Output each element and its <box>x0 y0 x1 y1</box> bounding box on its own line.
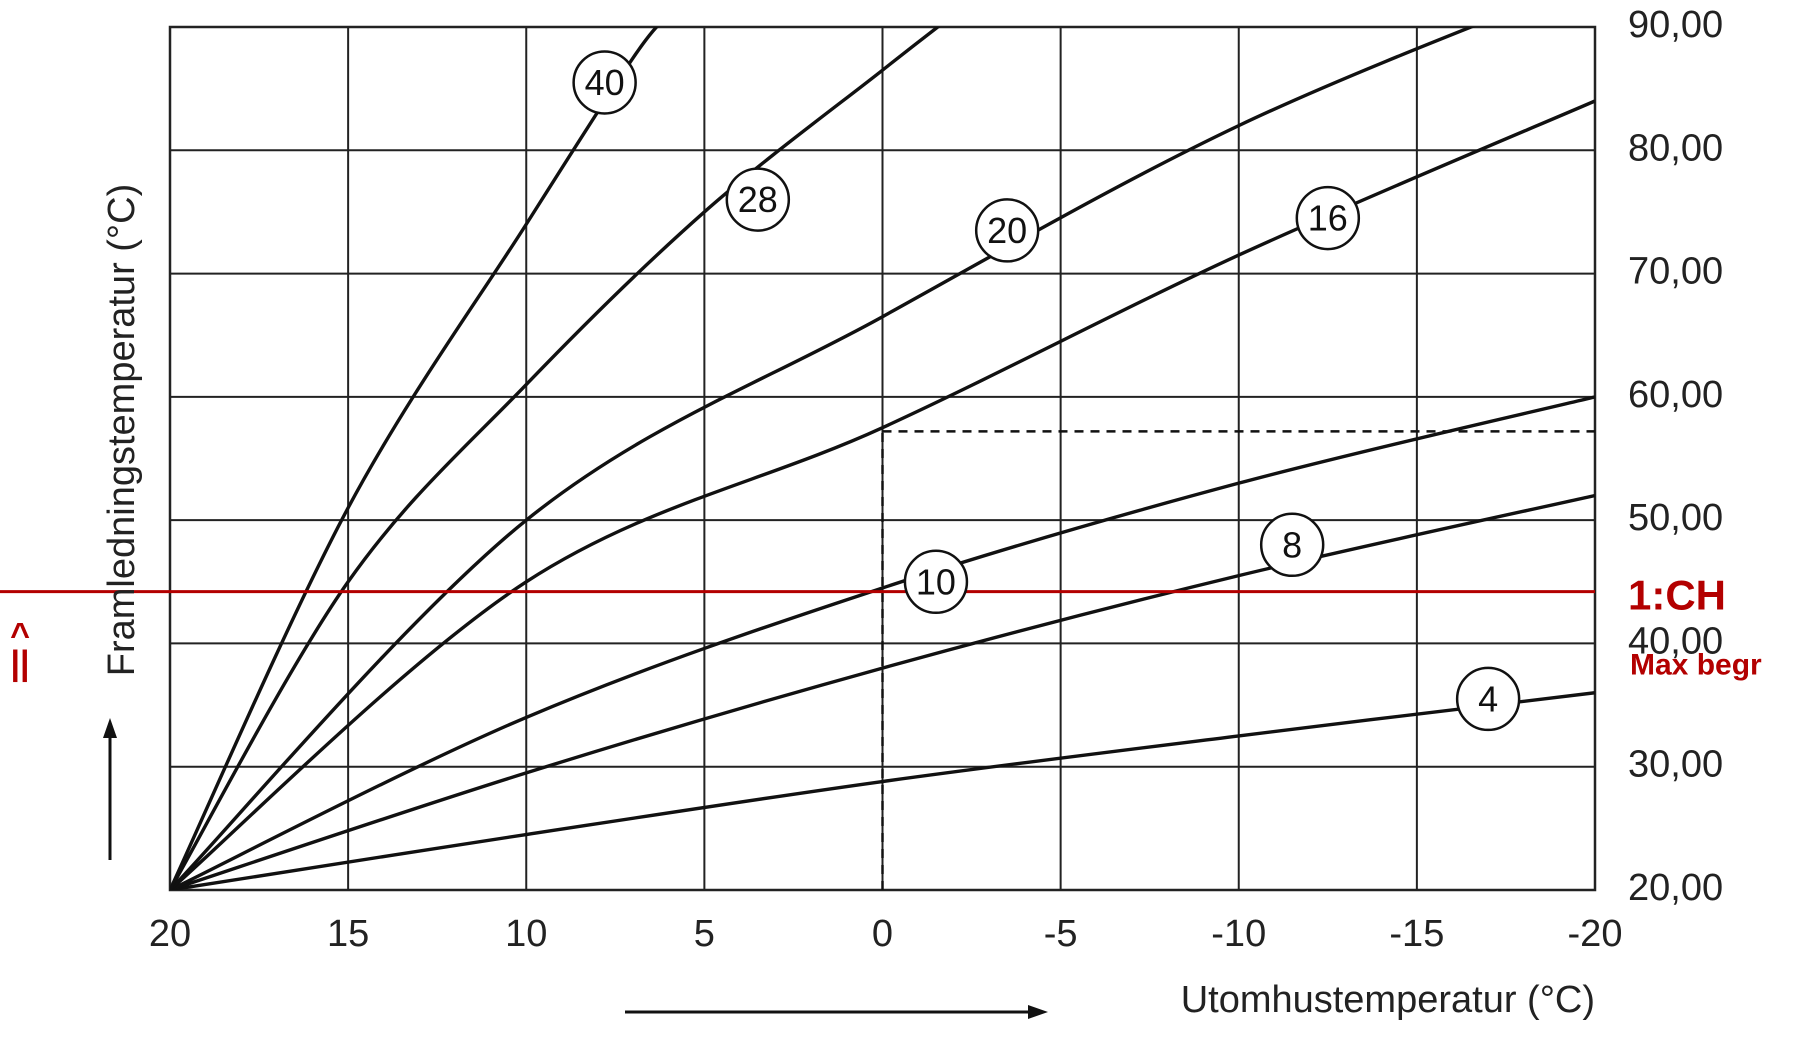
red-annotation: 1:CH Max begr ^ || <box>0 572 1762 683</box>
y-tick-label: 80,00 <box>1628 127 1723 169</box>
curve-label-circle <box>1455 666 1521 732</box>
curves-layer <box>170 27 1595 890</box>
curve-label-20: 20 <box>974 198 1040 263</box>
curve-label-text: 28 <box>738 179 778 220</box>
curve-label-text: 16 <box>1308 198 1348 239</box>
y-tick-label: 90,00 <box>1628 4 1723 46</box>
curve-label-4: 4 <box>1455 666 1521 732</box>
curve-label-text: 40 <box>585 62 625 103</box>
curve-20 <box>170 27 1476 890</box>
y-tick-label: 40,00 <box>1628 620 1723 662</box>
curve-40 <box>170 27 659 890</box>
curve-label-28: 28 <box>725 167 791 232</box>
x-tick-label: 5 <box>694 913 715 955</box>
curve-8 <box>170 493 1595 890</box>
curve-label-circle <box>725 167 791 232</box>
y-tick-label: 50,00 <box>1628 497 1723 539</box>
curve-label-circle <box>903 549 969 615</box>
y-arrow-head-icon <box>103 718 117 738</box>
curve-label-circle <box>1295 185 1361 251</box>
y-tick-label: 20,00 <box>1628 867 1723 909</box>
y-tick-label: 30,00 <box>1628 744 1723 786</box>
x-tick-label: -10 <box>1211 913 1266 955</box>
x-tick-label: -15 <box>1389 913 1444 955</box>
x-arrow-head-icon <box>1028 1005 1048 1019</box>
red-sub-label: Max begr <box>1630 648 1762 681</box>
curve-10 <box>170 395 1595 890</box>
x-tick-labels: 20 15 10 5 0 -5 -10 -15 -20 <box>149 913 1623 955</box>
curve-label-text: 4 <box>1478 678 1498 719</box>
curve-label-text: 10 <box>916 561 956 602</box>
curve-label-text: 20 <box>987 210 1027 251</box>
red-line-label: 1:CH <box>1628 572 1726 619</box>
curve-label-circle <box>974 198 1040 263</box>
y-tick-labels: 20,00 30,00 40,00 50,00 60,00 70,00 80,00 90,00 <box>1628 4 1723 909</box>
curve-label-10: 10 <box>903 549 969 615</box>
x-tick-label: 10 <box>505 913 547 955</box>
curve-label-40: 40 <box>572 50 637 115</box>
x-tick-label: 20 <box>149 913 191 955</box>
curve-4 <box>170 691 1595 890</box>
y-axis-title: Framledningstemperatur (°C) <box>101 184 143 676</box>
curve-28 <box>170 27 941 890</box>
y-tick-label: 60,00 <box>1628 374 1723 416</box>
x-tick-label: -5 <box>1044 913 1078 955</box>
dashed-markers <box>881 430 1595 890</box>
curve-labels-layer: 4 8 10 16 20 28 40 <box>572 50 1521 732</box>
curve-label-16: 16 <box>1295 185 1361 251</box>
curve-label-8: 8 <box>1259 512 1325 578</box>
x-tick-label: -20 <box>1568 913 1623 955</box>
curve-label-text: 8 <box>1282 524 1302 565</box>
curve-label-circle <box>1259 512 1325 578</box>
x-axis-title: Utomhustemperatur (°C) <box>1181 979 1595 1021</box>
curve-label-circle <box>572 50 637 115</box>
x-tick-label: 0 <box>872 913 893 955</box>
x-tick-label: 15 <box>327 913 369 955</box>
y-tick-label: 70,00 <box>1628 251 1723 293</box>
red-symbol: ^ || <box>10 617 30 683</box>
curve-16 <box>170 99 1595 890</box>
